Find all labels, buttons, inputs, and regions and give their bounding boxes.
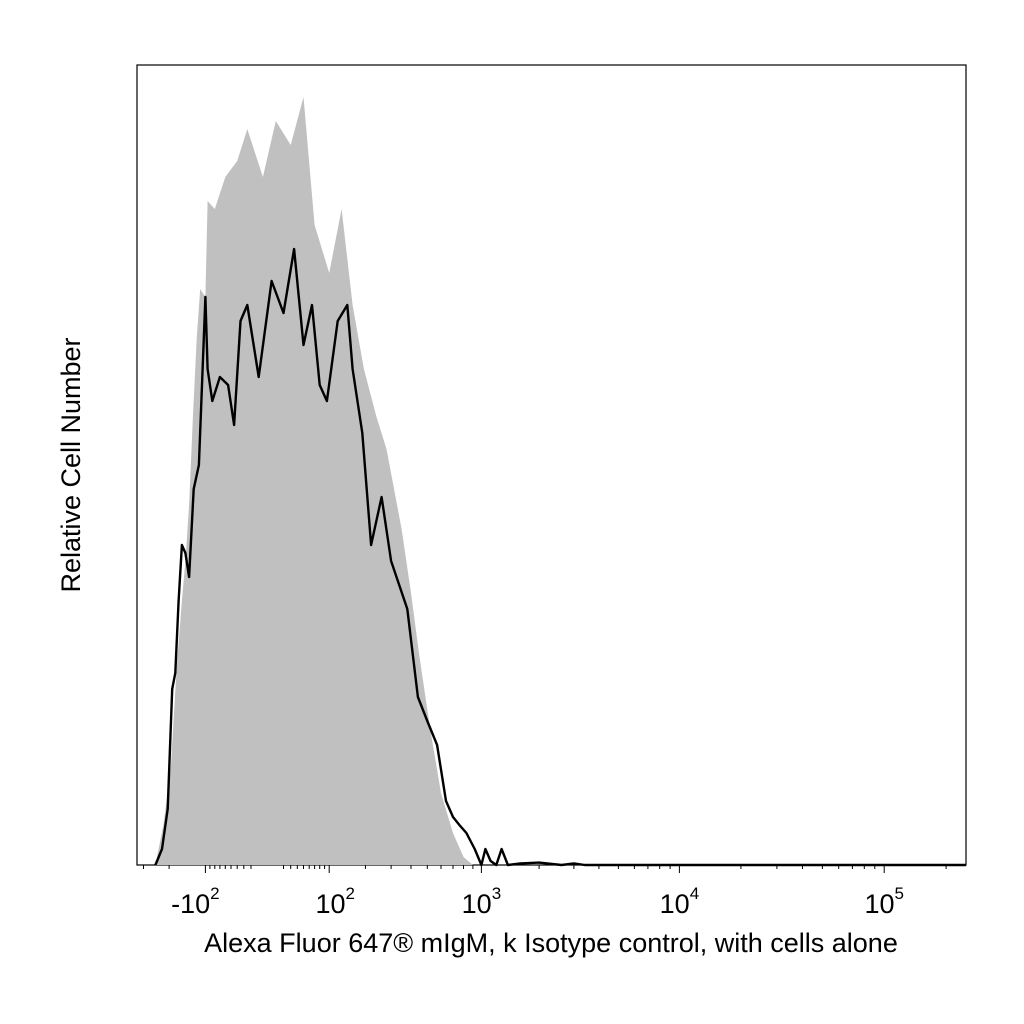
- x-tick-exponent: 2: [345, 884, 354, 903]
- x-tick-exponent: 5: [894, 884, 903, 903]
- x-tick-base: 10: [462, 889, 492, 919]
- x-tick-base: 10: [315, 889, 345, 919]
- series-layer: [154, 97, 966, 867]
- x-tick-base: -10: [171, 889, 210, 919]
- x-axis-label: Alexa Fluor 647® mIgM, k Isotype control…: [204, 928, 898, 958]
- x-tick-exponent: 2: [210, 884, 219, 903]
- x-tick-label: 103: [462, 884, 502, 919]
- x-tick-base: 10: [864, 889, 894, 919]
- x-tick-label: 105: [864, 884, 904, 919]
- x-tick-label: -102: [171, 884, 220, 919]
- x-tick-label: 104: [660, 884, 700, 919]
- x-tick-exponent: 3: [492, 884, 501, 903]
- plot-area: -102 102 103 104 105: [136, 64, 967, 919]
- series-filled-histogram: [155, 97, 473, 865]
- x-axis: -102 102 103 104 105: [143, 865, 947, 919]
- x-tick-label: 102: [315, 884, 355, 919]
- x-tick-base: 10: [660, 889, 690, 919]
- y-axis-label: Relative Cell Number: [56, 337, 86, 592]
- series-line-histogram: [154, 247, 966, 867]
- x-tick-exponent: 4: [690, 884, 699, 903]
